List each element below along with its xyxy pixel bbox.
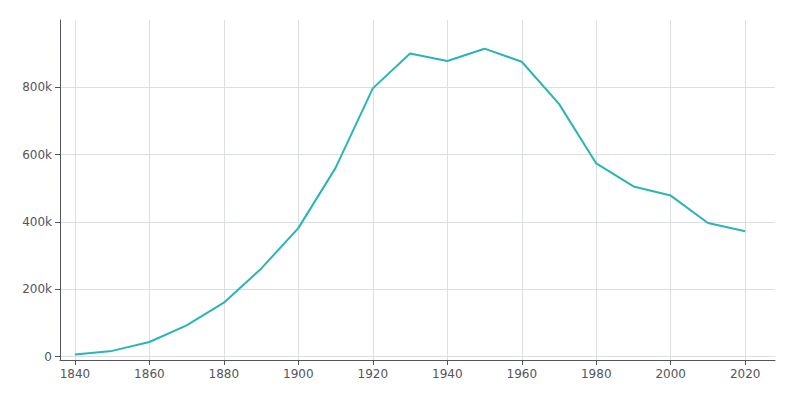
- svg-text:1940: 1940: [432, 367, 463, 381]
- svg-text:1860: 1860: [134, 367, 165, 381]
- svg-text:2000: 2000: [655, 367, 686, 381]
- svg-text:1880: 1880: [209, 367, 240, 381]
- svg-text:1920: 1920: [358, 367, 389, 381]
- svg-text:2020: 2020: [730, 367, 761, 381]
- svg-text:200k: 200k: [22, 282, 52, 296]
- svg-text:1900: 1900: [283, 367, 314, 381]
- svg-text:800k: 800k: [22, 80, 52, 94]
- svg-text:1980: 1980: [581, 367, 612, 381]
- svg-text:1840: 1840: [60, 367, 91, 381]
- svg-text:400k: 400k: [22, 215, 52, 229]
- svg-text:0: 0: [44, 350, 52, 364]
- svg-text:1960: 1960: [506, 367, 537, 381]
- svg-text:600k: 600k: [22, 148, 52, 162]
